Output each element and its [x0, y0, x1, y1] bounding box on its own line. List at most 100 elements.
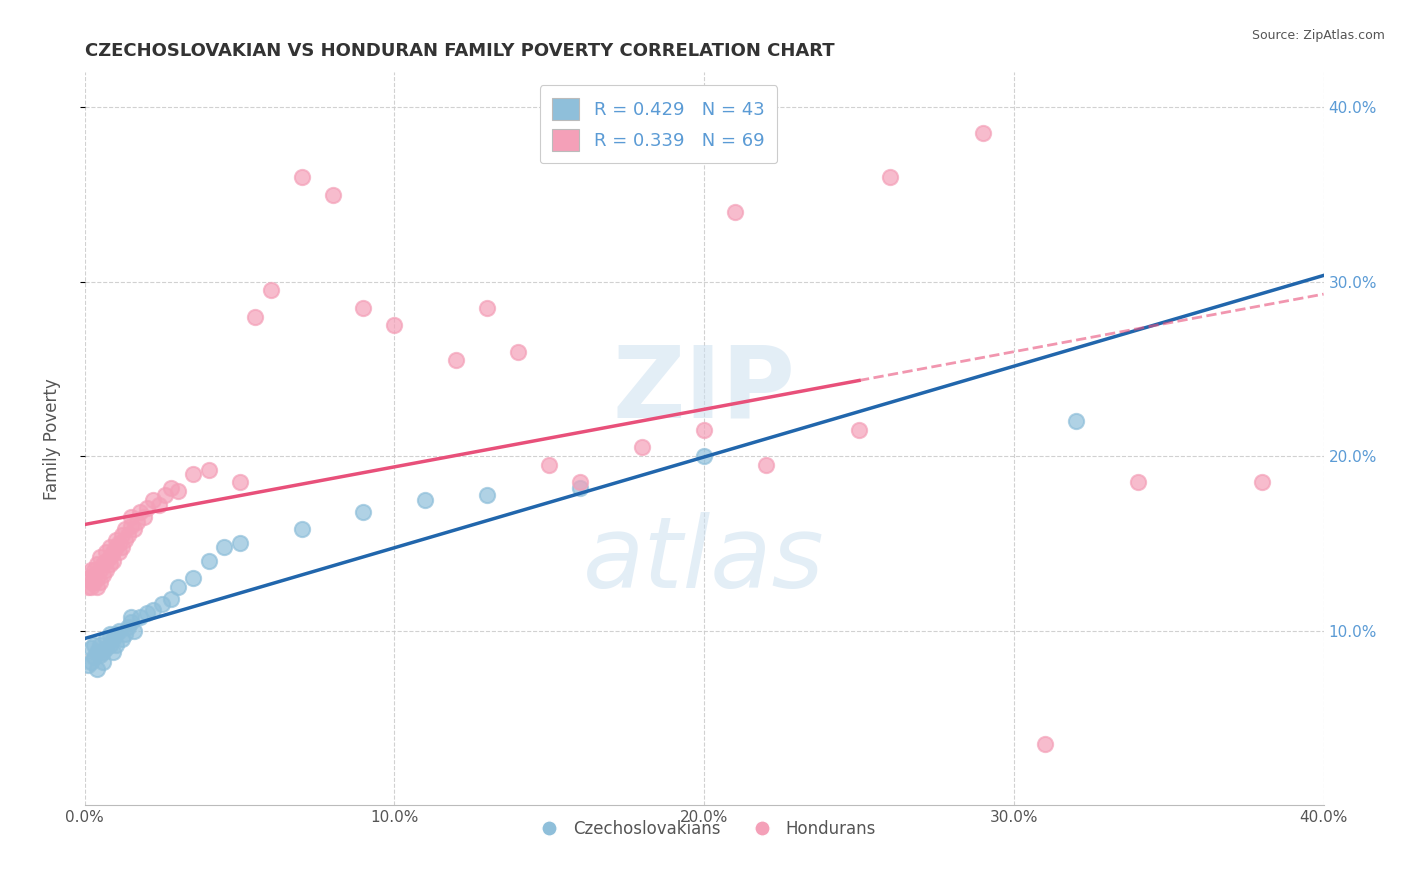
Point [353, 505, 375, 519]
Point [98, 638, 121, 652]
Point [1126, 475, 1149, 490]
Point [104, 627, 127, 641]
Point [972, 127, 994, 141]
Point [80, 655, 103, 669]
Y-axis label: Family Poverty: Family Poverty [44, 378, 60, 500]
Point [86, 580, 108, 594]
Point [129, 505, 152, 519]
Point [104, 638, 127, 652]
Point [181, 571, 204, 585]
Point [353, 301, 375, 315]
Point [80, 574, 103, 589]
Point [91, 567, 114, 582]
Text: ZIP: ZIP [613, 342, 796, 439]
Point [96, 632, 118, 647]
Point [83, 567, 105, 582]
Point [114, 627, 136, 641]
Point [101, 644, 124, 658]
Point [107, 545, 129, 559]
Point [89, 638, 111, 652]
Point [384, 318, 406, 333]
Point [166, 483, 188, 498]
Point [879, 170, 901, 185]
Point [124, 523, 146, 537]
Point [120, 510, 142, 524]
Point [228, 536, 250, 550]
Point [290, 170, 312, 185]
Point [80, 562, 103, 576]
Point [129, 609, 152, 624]
Point [117, 527, 139, 541]
Point [120, 609, 142, 624]
Point [98, 558, 121, 572]
Point [631, 441, 654, 455]
Point [76, 571, 98, 585]
Point [91, 655, 114, 669]
Point [150, 598, 173, 612]
Point [98, 627, 121, 641]
Point [135, 606, 157, 620]
Point [197, 554, 219, 568]
Point [569, 481, 592, 495]
Point [104, 540, 127, 554]
Point [96, 562, 118, 576]
Point [111, 632, 134, 647]
Point [569, 475, 592, 490]
Point [91, 558, 114, 572]
Point [89, 550, 111, 565]
Point [111, 527, 134, 541]
Point [98, 550, 121, 565]
Point [212, 540, 235, 554]
Point [259, 284, 281, 298]
Point [693, 449, 716, 463]
Point [86, 558, 108, 572]
Text: Source: ZipAtlas.com: Source: ZipAtlas.com [1251, 29, 1385, 42]
Point [101, 554, 124, 568]
Text: atlas: atlas [583, 512, 825, 609]
Point [755, 458, 778, 472]
Point [96, 545, 118, 559]
Point [80, 580, 103, 594]
Point [228, 475, 250, 490]
Legend: Czechoslovakians, Hondurans: Czechoslovakians, Hondurans [526, 813, 882, 845]
Point [96, 640, 118, 655]
Point [1250, 475, 1272, 490]
Point [1064, 414, 1087, 428]
Point [86, 571, 108, 585]
Point [89, 574, 111, 589]
Point [724, 205, 747, 219]
Point [83, 638, 105, 652]
Point [96, 554, 118, 568]
Point [89, 648, 111, 662]
Point [104, 533, 127, 547]
Point [477, 487, 499, 501]
Point [132, 510, 155, 524]
Point [120, 615, 142, 629]
Point [693, 423, 716, 437]
Point [848, 423, 870, 437]
Point [477, 301, 499, 315]
Point [107, 624, 129, 638]
Point [142, 492, 165, 507]
Point [160, 481, 183, 495]
Point [142, 602, 165, 616]
Point [86, 644, 108, 658]
Point [321, 187, 343, 202]
Point [415, 492, 437, 507]
Point [98, 540, 121, 554]
Point [127, 516, 149, 530]
Point [117, 620, 139, 634]
Point [83, 562, 105, 576]
Point [86, 662, 108, 676]
Point [91, 644, 114, 658]
Point [290, 523, 312, 537]
Point [181, 467, 204, 481]
Point [83, 574, 105, 589]
Point [155, 487, 177, 501]
Point [101, 632, 124, 647]
Point [83, 649, 105, 664]
Point [446, 353, 468, 368]
Point [197, 463, 219, 477]
Point [135, 501, 157, 516]
Point [124, 624, 146, 638]
